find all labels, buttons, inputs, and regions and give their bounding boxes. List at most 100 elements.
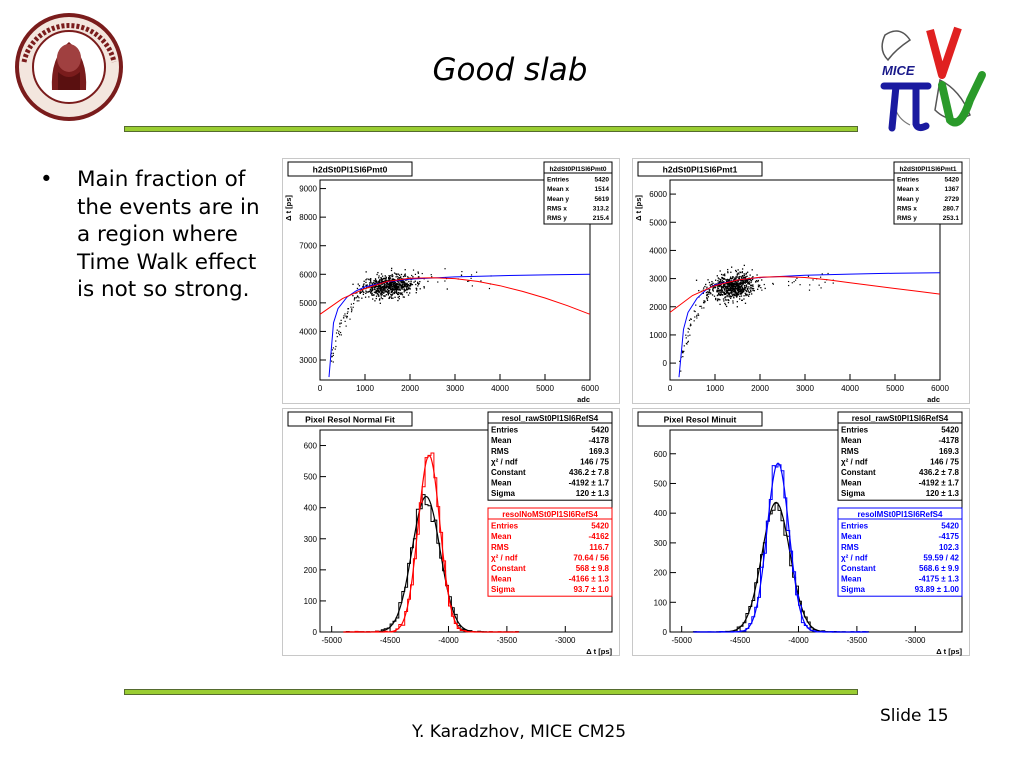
scatter-point <box>383 286 385 288</box>
scatter-point <box>384 286 386 289</box>
scatter-point <box>379 288 381 290</box>
scatter-point <box>338 330 340 332</box>
scatter-point <box>710 283 713 286</box>
scatter-point <box>378 287 380 290</box>
scatter-point <box>392 289 394 291</box>
scatter-point <box>402 296 404 298</box>
scatter-point <box>343 317 345 319</box>
scatter-point <box>339 323 341 325</box>
scatter-point <box>712 290 715 292</box>
scatter-point <box>741 280 743 282</box>
scatter-point <box>398 288 400 291</box>
scatter-point <box>398 274 401 276</box>
scatter-point <box>467 280 469 282</box>
x-tick-label: 1000 <box>356 384 374 393</box>
stats-key: Entries <box>897 177 919 184</box>
scatter-point <box>330 360 333 362</box>
scatter-point <box>812 279 814 281</box>
x-tick-label: -5000 <box>671 636 692 645</box>
scatter-point <box>475 271 478 273</box>
scatter-point <box>397 273 400 275</box>
scatter-point <box>358 297 360 299</box>
scatter-point <box>430 274 432 276</box>
scatter-point <box>738 286 740 288</box>
scatter-point <box>394 282 396 284</box>
stats-key: Mean <box>841 575 862 584</box>
scatter-point <box>719 285 721 288</box>
university-seal-logo <box>14 12 124 122</box>
scatter-point <box>824 281 826 283</box>
scatter-point <box>719 294 722 296</box>
scatter-point <box>365 281 367 284</box>
scatter-point <box>388 275 391 278</box>
scatter-point <box>706 294 708 296</box>
scatter-point <box>757 288 759 290</box>
scatter-point <box>735 275 737 278</box>
x-tick-label: -4000 <box>438 636 459 645</box>
scatter-point <box>390 269 393 272</box>
scatter-point <box>718 284 720 286</box>
scatter-point <box>378 281 380 284</box>
stats-key: Entries <box>491 522 519 531</box>
scatter-point <box>741 284 743 287</box>
scatter-point <box>827 272 829 275</box>
gauss-fit-corrected <box>693 462 869 633</box>
scatter-point <box>724 296 726 299</box>
scatter-point <box>381 280 383 282</box>
scatter-point <box>737 292 739 294</box>
scatter-point <box>719 291 721 294</box>
scatter-point <box>729 284 731 286</box>
scatter-point <box>741 292 743 294</box>
scatter-point <box>717 287 719 289</box>
scatter-point <box>403 288 405 290</box>
scatter-point <box>745 272 748 275</box>
scatter-point <box>732 289 734 291</box>
scatter-point <box>725 279 727 281</box>
scatter-point <box>402 275 405 278</box>
scatter-point <box>713 295 716 297</box>
scatter-point <box>353 299 355 301</box>
scatter-point <box>726 287 729 289</box>
scatter-point <box>396 285 398 287</box>
scatter-point <box>358 285 361 287</box>
bullet-marker: • <box>40 167 53 192</box>
scatter-point <box>746 271 749 273</box>
scatter-point <box>354 297 356 299</box>
scatter-point <box>727 295 729 298</box>
scatter-point <box>733 291 736 293</box>
scatter-point <box>396 274 398 276</box>
scatter-point <box>384 289 386 291</box>
scatter-point <box>728 279 730 281</box>
scatter-point <box>391 279 393 281</box>
scatter-point <box>380 290 383 292</box>
scatter-point <box>369 284 371 286</box>
scatter-point <box>751 288 753 290</box>
scatter-point <box>706 298 708 300</box>
scatter-point <box>742 281 744 284</box>
scatter-point <box>718 298 720 301</box>
scatter-point <box>387 293 390 295</box>
scatter-point <box>738 285 741 287</box>
scatter-point <box>392 288 395 290</box>
scatter-point <box>730 291 732 293</box>
stats-key: RMS <box>841 447 859 456</box>
scatter-point <box>375 282 377 284</box>
y-tick-label: 600 <box>654 450 668 459</box>
scatter-point <box>739 271 741 273</box>
scatter-point <box>369 289 372 291</box>
scatter-plot-pmt1: 0 1000 2000 3000 4000 5000 6000 0 1000 2000 3000 40… <box>632 158 970 404</box>
scatter-point <box>740 276 743 278</box>
scatter-point <box>736 290 739 292</box>
scatter-point <box>737 269 739 271</box>
scatter-point <box>733 288 735 290</box>
scatter-point <box>710 285 712 287</box>
scatter-point <box>351 308 353 310</box>
scatter-point <box>403 285 405 287</box>
scatter-point <box>384 275 386 277</box>
scatter-point <box>380 297 383 299</box>
scatter-point <box>687 341 689 343</box>
scatter-point <box>332 361 334 363</box>
scatter-point <box>415 292 417 294</box>
scatter-point <box>369 282 372 284</box>
scatter-point <box>400 284 403 286</box>
